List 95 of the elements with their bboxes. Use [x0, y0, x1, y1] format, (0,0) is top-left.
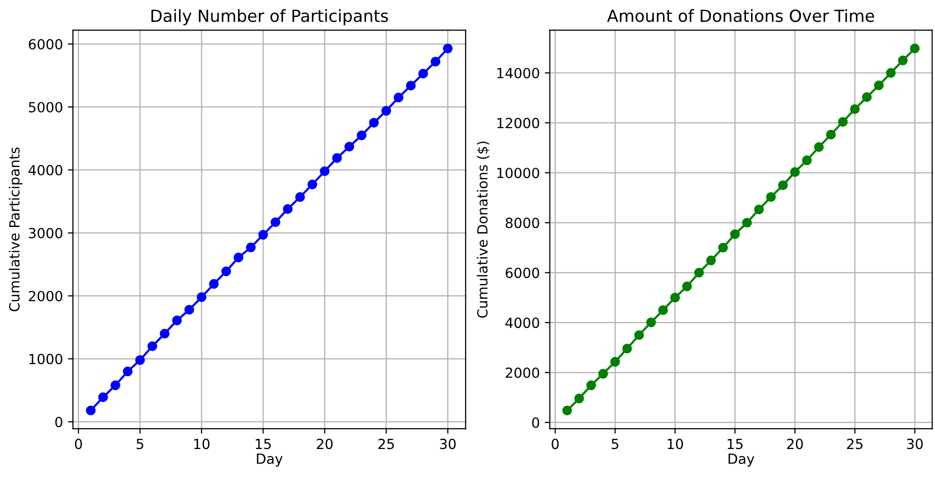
- point: [778, 180, 788, 190]
- point: [766, 192, 776, 202]
- point: [381, 106, 392, 116]
- y-tick-label: 8000: [506, 218, 540, 228]
- y-axis-title: Cumulative Donations ($): [476, 142, 490, 318]
- y-tick-label: 4000: [505, 318, 540, 328]
- point: [270, 217, 280, 228]
- point: [706, 256, 716, 266]
- y-tick-label: 0: [532, 417, 540, 428]
- point: [221, 266, 232, 276]
- y-tick-label: 14000: [497, 68, 540, 78]
- point: [418, 68, 428, 78]
- y-tick-label: 2000: [28, 290, 62, 302]
- y-tick-label: 6000: [28, 38, 62, 50]
- point: [122, 366, 133, 376]
- point: [562, 406, 572, 416]
- point: [646, 317, 656, 328]
- y-tick-label: 5000: [28, 102, 62, 112]
- point: [574, 394, 584, 404]
- y-axis-title: Cumulative Participants: [8, 147, 22, 312]
- point: [147, 341, 158, 352]
- point: [802, 155, 812, 166]
- point: [160, 328, 170, 338]
- point: [862, 92, 872, 102]
- point: [910, 44, 920, 54]
- point: [682, 282, 692, 292]
- point: [209, 279, 219, 289]
- point: [634, 330, 644, 340]
- point: [790, 167, 800, 177]
- point: [369, 118, 379, 128]
- point: [295, 192, 305, 202]
- point: [586, 380, 596, 390]
- point: [850, 104, 860, 114]
- x-tick-label: 5: [612, 438, 618, 450]
- point: [442, 44, 453, 54]
- point: [838, 116, 848, 127]
- point: [610, 356, 620, 367]
- x-tick-label: 15: [256, 438, 271, 450]
- point: [670, 292, 680, 302]
- point: [234, 252, 244, 262]
- point: [246, 242, 256, 252]
- x-tick-label: 5: [136, 438, 144, 450]
- point: [406, 80, 416, 90]
- x-tick-label: 30: [440, 438, 456, 450]
- x-axis-title: Day: [728, 454, 754, 467]
- y-tick-label: 2000: [506, 367, 540, 378]
- x-tick-label: 10: [194, 438, 210, 450]
- point: [196, 292, 206, 302]
- point: [344, 142, 354, 152]
- point: [826, 130, 836, 140]
- x-tick-label: 25: [378, 438, 394, 450]
- point: [282, 204, 293, 214]
- point: [814, 142, 824, 152]
- point: [430, 56, 440, 67]
- point: [598, 368, 608, 379]
- point: [320, 166, 330, 176]
- point: [110, 380, 120, 390]
- x-tick-label: 10: [668, 438, 683, 450]
- y-tick-label: 10000: [497, 168, 540, 178]
- y-tick-label: 6000: [506, 268, 540, 278]
- point: [886, 68, 896, 78]
- x-tick-label: 0: [74, 438, 82, 450]
- x-tick-label: 20: [316, 438, 333, 450]
- x-tick-label: 0: [552, 438, 559, 450]
- point: [742, 218, 752, 228]
- x-tick-label: 30: [907, 438, 923, 450]
- point: [86, 406, 96, 416]
- point: [754, 204, 764, 214]
- point: [694, 268, 704, 278]
- y-tick-label: 12000: [497, 118, 540, 128]
- point: [730, 229, 740, 240]
- point: [135, 355, 145, 365]
- y-tick-label: 0: [55, 416, 62, 428]
- x-tick-label: 15: [728, 438, 743, 450]
- point: [874, 80, 884, 90]
- point: [394, 92, 404, 102]
- point: [622, 344, 632, 354]
- chart-title: Daily Number of Participants: [151, 9, 388, 26]
- point: [898, 56, 908, 66]
- y-tick-label: 1000: [29, 354, 62, 364]
- point: [98, 392, 108, 402]
- x-axis-title: Day: [256, 454, 283, 467]
- point: [308, 180, 318, 190]
- point: [718, 242, 728, 253]
- point: [658, 305, 668, 315]
- x-tick-label: 25: [847, 438, 862, 450]
- point: [258, 230, 268, 240]
- y-tick-label: 4000: [28, 164, 62, 176]
- point: [184, 304, 194, 315]
- y-tick-label: 3000: [28, 228, 62, 238]
- x-tick-label: 20: [787, 438, 803, 450]
- point: [172, 316, 182, 326]
- point: [332, 153, 342, 163]
- chart-title: Amount of Donations Over Time: [607, 9, 874, 22]
- point: [356, 130, 366, 140]
